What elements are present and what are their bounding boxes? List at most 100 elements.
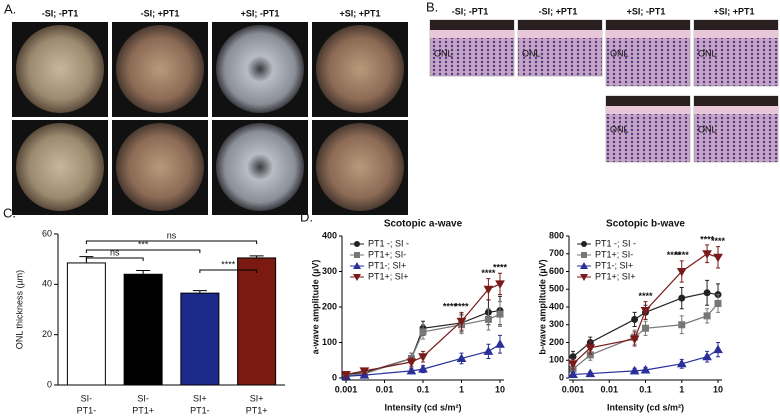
panel-label: D.: [300, 209, 313, 224]
data-point: [676, 268, 687, 277]
legend-marker: [353, 274, 361, 281]
x-axis-label: Intensity (cd s/m²): [607, 402, 684, 412]
x-tick-label: PT1-: [77, 405, 97, 415]
column-header: -SI; +PT1: [539, 6, 578, 16]
bar: [66, 262, 106, 386]
fundus-image: [16, 25, 104, 113]
error-bar: [249, 255, 264, 258]
data-point: [629, 335, 640, 344]
data-point: [418, 353, 428, 362]
data-point: [484, 315, 492, 323]
column-header: +SI; -PT1: [241, 8, 280, 18]
legend-marker: [581, 241, 587, 247]
fundus-image: [16, 123, 104, 211]
fundus-image: [216, 123, 304, 211]
data-point: [418, 364, 428, 373]
layer-label: ONL: [434, 48, 453, 58]
y-tick-label: 800: [549, 230, 564, 240]
layer-label: ONL: [610, 124, 629, 134]
data-point: [629, 365, 640, 375]
significance-label: ns: [110, 247, 120, 257]
y-tick-label: 40: [42, 279, 52, 289]
histology-layer: [694, 96, 778, 106]
legend-marker: [580, 274, 588, 281]
layer-label: ONL: [522, 48, 541, 58]
significance-label: ns: [167, 230, 177, 240]
data-point: [496, 310, 504, 318]
layer-label: ONL: [610, 48, 629, 58]
legend-marker: [354, 241, 360, 247]
x-tick-label: 0.001: [335, 384, 358, 394]
fundus-image: [316, 25, 404, 113]
x-tick-label: 10: [713, 384, 723, 394]
y-tick-label: 300: [322, 266, 337, 276]
column-header: +SI; +PT1: [339, 8, 380, 18]
y-tick-label: 400: [322, 230, 337, 240]
panel-label: B.: [426, 0, 438, 14]
panel-label: A.: [4, 1, 16, 16]
data-point: [703, 312, 711, 320]
error-bar: [136, 269, 151, 275]
error-bar: [192, 290, 207, 294]
y-tick-label: 20: [42, 329, 52, 339]
x-tick-label: SI+: [193, 393, 207, 403]
y-tick-label: 600: [549, 266, 564, 276]
data-point: [631, 316, 639, 323]
data-point: [676, 358, 687, 368]
fundus-image: [116, 25, 204, 113]
data-point: [341, 370, 351, 380]
significance-label: ****: [493, 263, 508, 273]
fundus-image: [316, 123, 404, 211]
x-tick-label: 1: [459, 384, 464, 394]
data-point: [585, 344, 596, 353]
y-tick-label: 500: [549, 284, 564, 294]
legend-marker: [581, 252, 587, 258]
significance-label: ****: [638, 291, 653, 301]
column-header: +SI; +PT1: [713, 6, 754, 16]
y-tick-label: 0: [332, 372, 337, 382]
data-point: [713, 344, 723, 354]
significance-label: ****: [711, 236, 726, 246]
column-header: -SI; -PT1: [452, 6, 489, 16]
significance-label: ****: [675, 250, 690, 260]
histology-layer: [606, 20, 690, 30]
data-point: [702, 250, 712, 259]
legend-marker: [580, 262, 588, 269]
histology-layer: [518, 30, 602, 38]
y-tick-label: 60: [42, 228, 52, 238]
significance-bracket: [199, 269, 258, 273]
column-header: -SI; +PT1: [141, 8, 180, 18]
data-point: [640, 307, 651, 316]
x-tick-label: 0.001: [562, 384, 585, 394]
x-tick-label: SI+: [250, 393, 264, 403]
data-point: [568, 369, 578, 378]
column-header: -SI; -PT1: [42, 8, 79, 18]
x-tick-label: PT1-: [190, 405, 210, 415]
y-tick-label: 200: [322, 301, 337, 311]
legend-label: PT1+; SI-: [595, 249, 633, 259]
legend-marker: [353, 262, 361, 269]
x-axis-label: Intensity (cd s/m²): [384, 402, 461, 412]
fundus-image: [216, 25, 304, 113]
data-point: [713, 253, 723, 263]
histology-layer: [694, 106, 778, 114]
histology-layer: [430, 20, 514, 30]
bar: [123, 273, 163, 386]
legend-marker: [354, 252, 360, 258]
legend-label: PT1-; SI+: [368, 260, 406, 270]
data-point: [456, 353, 467, 362]
data-point: [483, 346, 494, 355]
x-tick-label: 1: [679, 384, 684, 394]
y-tick-label: 700: [549, 248, 564, 258]
data-point: [359, 367, 370, 376]
y-axis-label: a-wave amplitude (µV): [310, 260, 320, 355]
bar: [180, 292, 220, 386]
legend-label: PT1+; SI-: [368, 249, 406, 259]
histology-layer: [694, 30, 778, 38]
significance-bracket: [85, 257, 144, 261]
x-tick-label: 0.1: [639, 384, 652, 394]
data-point: [495, 280, 505, 289]
data-point: [406, 365, 417, 375]
